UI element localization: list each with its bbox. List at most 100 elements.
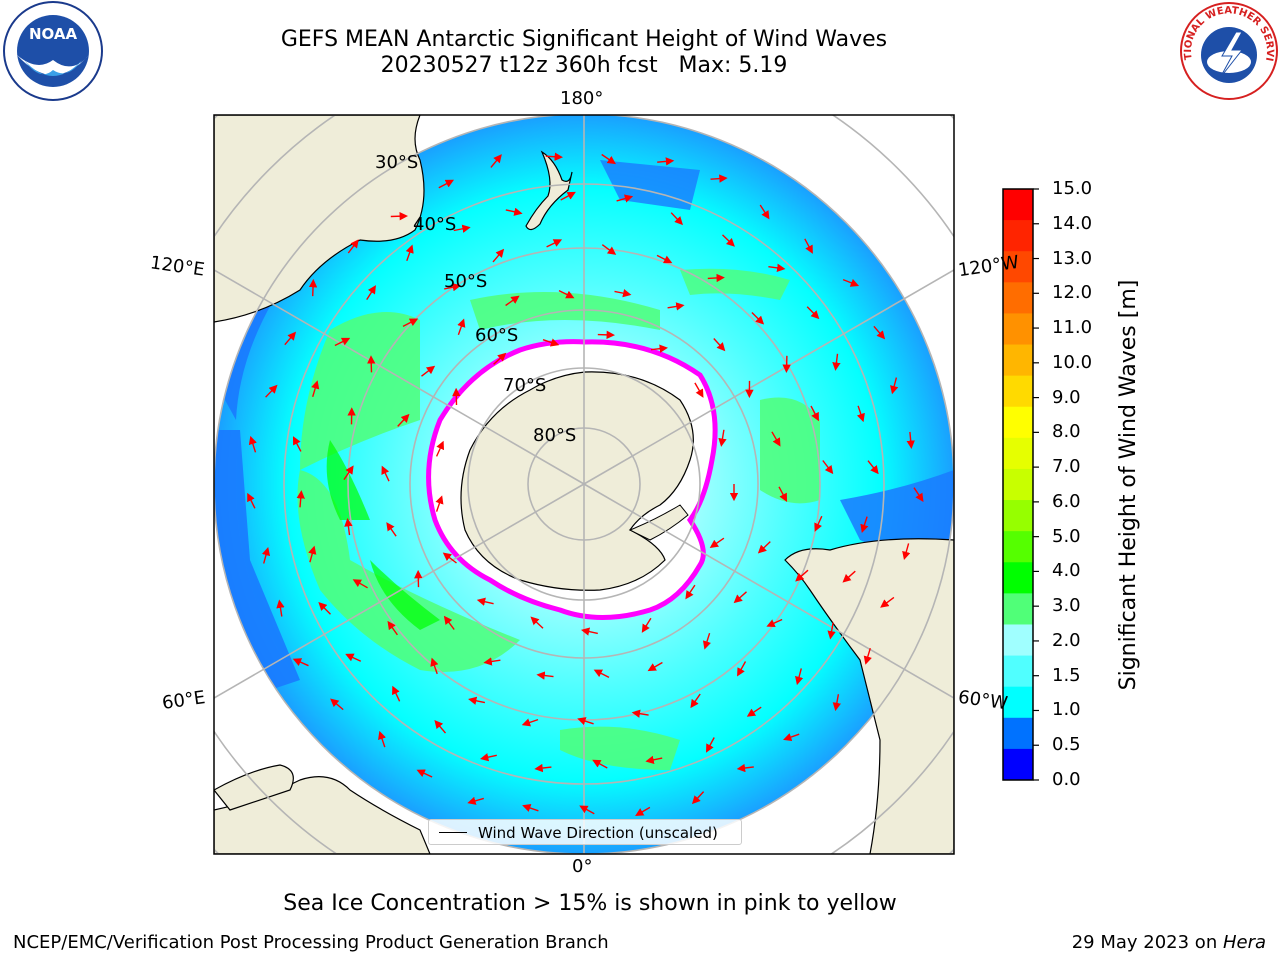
- wind-wave-arrow: [334, 337, 351, 347]
- colorbar-segment: [1003, 748, 1033, 781]
- colorbar-tick-label: 2.0: [1052, 629, 1081, 651]
- colorbar-tick-label: 10.0: [1052, 351, 1093, 373]
- wind-wave-arrow: [736, 763, 754, 773]
- colorbar-frame: [1002, 188, 1034, 781]
- lat-label-80: 80°S: [533, 425, 576, 446]
- wind-wave-arrow: [430, 657, 439, 675]
- wind-wave-arrow: [657, 157, 675, 166]
- wind-wave-arrow: [308, 545, 317, 563]
- wind-wave-arrow: [601, 244, 617, 255]
- lat-label-60: 60°S: [475, 325, 518, 346]
- wind-wave-arrow: [702, 632, 711, 650]
- wind-wave-arrow: [579, 805, 595, 815]
- noaa-logo: NOAA: [3, 1, 103, 101]
- colorbar-segment: [1003, 686, 1033, 719]
- wind-wave-arrow: [768, 263, 786, 273]
- wind-wave-arrow: [546, 239, 563, 248]
- wind-wave-arrow: [863, 648, 872, 665]
- nws-logo: NATIONAL WEATHER SERVICE: [1178, 0, 1278, 100]
- wind-wave-arrow: [521, 718, 539, 727]
- colorbar-segment: [1003, 406, 1033, 439]
- wind-wave-arrow: [614, 289, 632, 298]
- wind-wave-arrow: [311, 380, 320, 397]
- colorbar-tick-label: 11.0: [1052, 317, 1093, 339]
- wind-wave-arrow: [757, 541, 771, 554]
- wind-wave-arrow: [435, 495, 444, 512]
- wind-wave-arrow: [421, 365, 436, 377]
- wind-wave-arrow: [392, 685, 401, 702]
- colorbar-tick-label: 12.0: [1052, 282, 1093, 304]
- map-frame: [213, 114, 955, 855]
- colorbar-segment: [1003, 593, 1033, 625]
- wind-wave-arrow: [479, 753, 497, 762]
- map-legend: Wind Wave Direction (unscaled): [428, 819, 742, 845]
- colorbar-segment: [1003, 437, 1033, 470]
- noaa-logo-text: NOAA: [29, 25, 78, 43]
- wind-wave-arrow: [434, 719, 447, 734]
- wind-wave-arrow: [713, 338, 726, 352]
- lat-label-50: 50°S: [444, 271, 487, 292]
- wind-wave-arrow: [248, 435, 257, 453]
- footer-date-text: 29 May 2023 on: [1071, 932, 1223, 953]
- wind-wave-arrow: [542, 338, 560, 347]
- south-america: [784, 538, 954, 854]
- colorbar-tick-label: 5.0: [1052, 525, 1081, 547]
- wind-wave-arrow: [806, 306, 820, 320]
- new-zealand: [525, 150, 573, 231]
- wind-wave-arrow: [444, 283, 462, 292]
- colorbar-tick-label: 1.0: [1052, 699, 1081, 721]
- wind-wave-arrow: [795, 569, 809, 582]
- wind-wave-arrow: [902, 543, 911, 561]
- wind-wave-arrow: [722, 234, 735, 247]
- antarctica: [426, 339, 718, 620]
- wind-wave-arrow: [352, 579, 368, 589]
- wind-wave-arrow: [795, 668, 804, 686]
- wind-wave-arrow: [810, 405, 819, 422]
- colorbar-tick-label: 4.0: [1052, 560, 1081, 582]
- wind-wave-arrow: [842, 278, 860, 287]
- wind-wave-arrow: [616, 194, 634, 203]
- title-line-2: 20230527 t12z 360h fcst Max: 5.19: [380, 53, 788, 78]
- legend-label: Wind Wave Direction (unscaled): [478, 824, 718, 842]
- wind-wave-arrow: [873, 325, 886, 340]
- wind-wave-arrow: [296, 490, 305, 508]
- wind-wave-arrow: [691, 791, 705, 805]
- colorbar-segment: [1003, 282, 1033, 314]
- colorbar-segment: [1003, 500, 1033, 532]
- wind-wave-arrow: [492, 248, 505, 263]
- wind-wave-arrow: [453, 224, 471, 233]
- wind-wave-arrow: [405, 244, 414, 262]
- wind-wave-arrow: [505, 207, 523, 216]
- plot-title: GEFS MEAN Antarctic Significant Height o…: [184, 27, 984, 79]
- wind-wave-arrow: [536, 671, 554, 680]
- wind-wave-arrow: [814, 515, 823, 532]
- wind-wave-arrow: [771, 431, 781, 447]
- wind-wave-arrow: [706, 737, 715, 753]
- wind-wave-arrow: [718, 429, 727, 447]
- wind-wave-arrow: [751, 312, 765, 325]
- wind-wave-arrow: [416, 769, 433, 778]
- wind-wave-arrow: [577, 717, 594, 726]
- wind-wave-arrow: [832, 694, 841, 712]
- sea-ice-note: Sea Ice Concentration > 15% is shown in …: [283, 891, 897, 916]
- lat-label-70: 70°S: [503, 375, 546, 396]
- wind-wave-arrow: [443, 615, 455, 630]
- wind-wave-arrow: [402, 318, 419, 328]
- wind-wave-arrow: [347, 239, 359, 254]
- wind-wave-arrow: [645, 755, 663, 764]
- colorbar-segment: [1003, 344, 1033, 377]
- wind-wave-arrows: [247, 152, 924, 817]
- wind-wave-arrow: [483, 657, 501, 666]
- wind-wave-arrow: [343, 465, 354, 480]
- wind-wave-arrow: [601, 153, 616, 165]
- wind-wave-arrow: [867, 460, 879, 475]
- wind-wave-arrow: [656, 254, 673, 264]
- wind-wave-arrow: [386, 522, 397, 537]
- wind-wave-arrow: [650, 344, 668, 353]
- wind-wave-arrow: [860, 516, 869, 533]
- wind-wave-arrow: [778, 486, 788, 503]
- wind-wave-arrow: [381, 465, 390, 482]
- wind-wave-arrow: [378, 730, 387, 748]
- colorbar-tick-label: 9.0: [1052, 386, 1081, 408]
